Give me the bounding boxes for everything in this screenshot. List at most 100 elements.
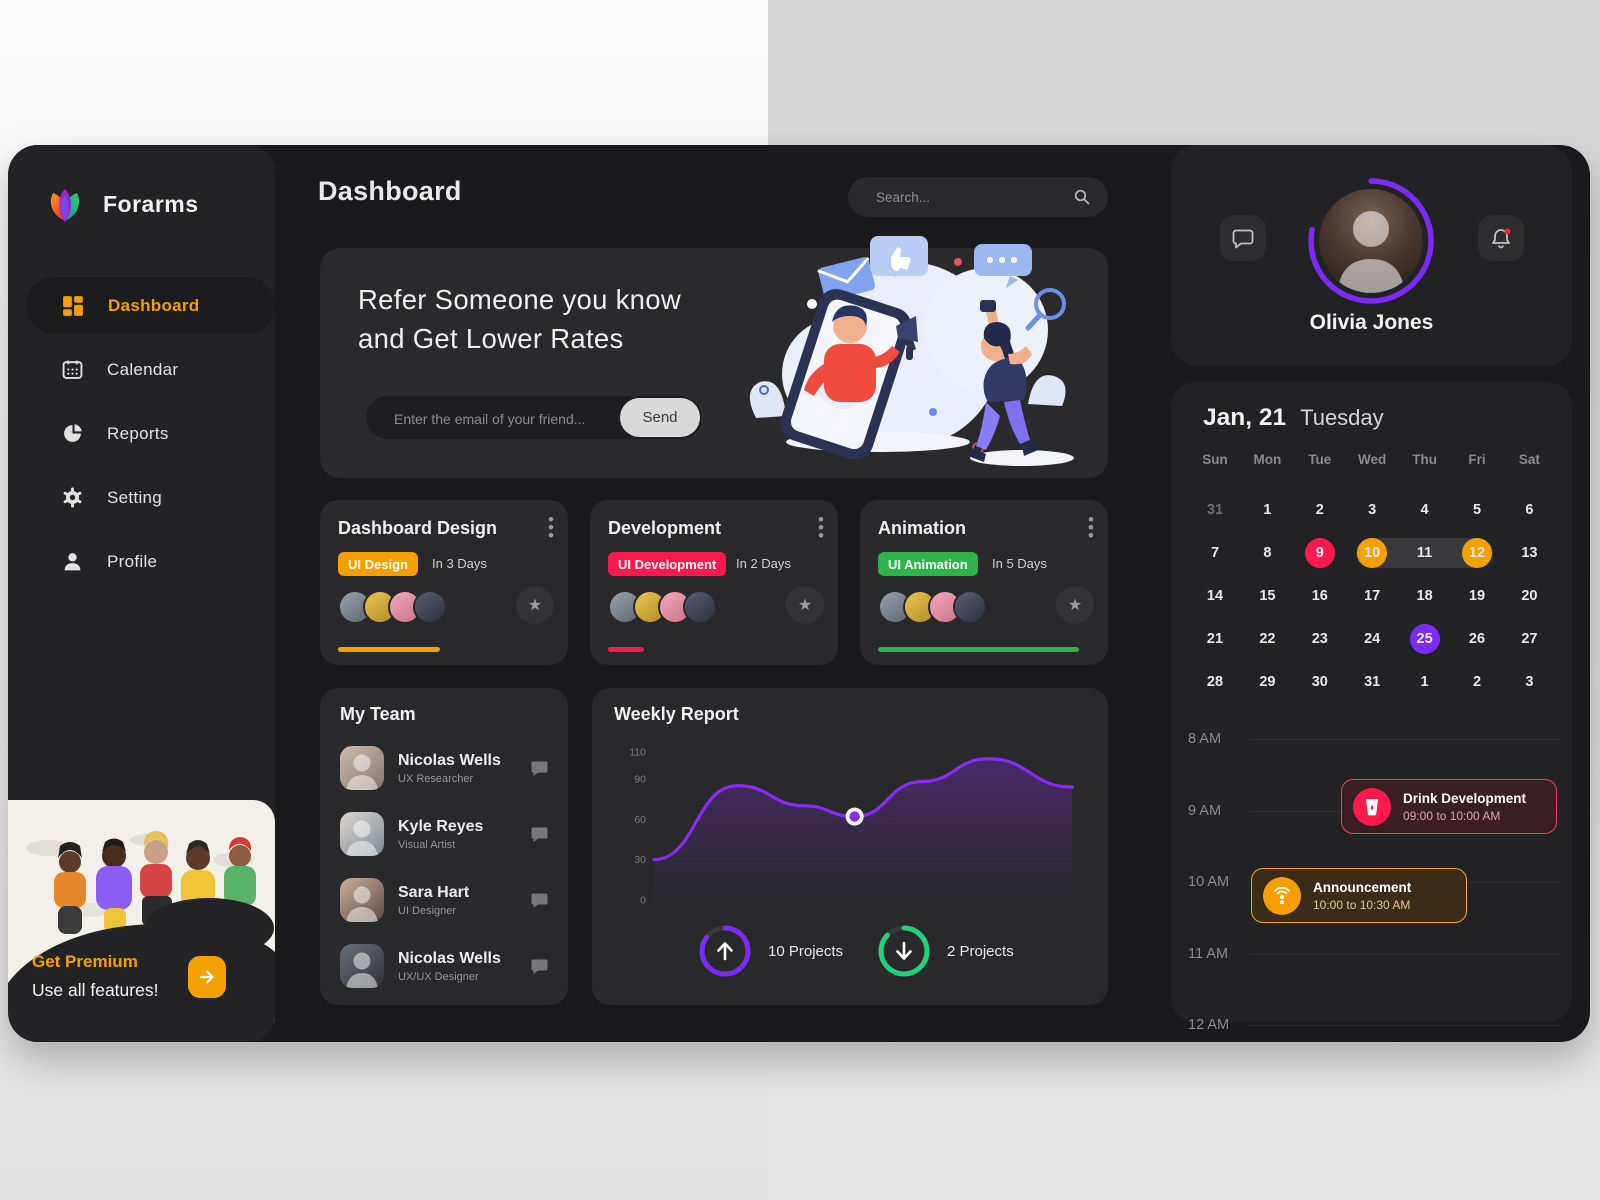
sidebar-item-dashboard[interactable]: Dashboard [26, 277, 275, 334]
calendar-day-cell[interactable]: 20 [1521, 588, 1538, 604]
calendar-day-cell[interactable]: 5 [1472, 502, 1482, 518]
referral-illustration [749, 236, 1074, 466]
project-card-dashboard-design[interactable]: Dashboard Design • • • UI Design In 3 Days… [320, 500, 568, 665]
svg-text:110: 110 [629, 747, 646, 759]
star-icon[interactable]: ★ [1056, 586, 1094, 624]
member-avatar [340, 944, 384, 988]
message-icon[interactable] [531, 760, 548, 777]
calendar-day-cell[interactable]: 31 [1206, 502, 1224, 518]
calendar-day-cell[interactable]: 3 [1368, 502, 1377, 518]
avatar-stack [338, 590, 447, 624]
project-title: Development [608, 518, 722, 538]
premium-title: Get Premium [32, 952, 138, 971]
calendar-day-cell[interactable]: 2 [1315, 502, 1324, 518]
calendar-day-cell[interactable]: 8 [1263, 545, 1272, 561]
event-time: 10:00 to 10:30 AM [1313, 898, 1411, 912]
calendar-day-cell[interactable]: 15 [1259, 588, 1276, 604]
calendar-day-cell[interactable]: 22 [1259, 631, 1276, 647]
member-role: UX/UX Designer [398, 971, 479, 983]
calendar-highlight [1304, 538, 1335, 568]
email-field[interactable] [392, 396, 616, 441]
calendar-day-cell[interactable]: 23 [1311, 631, 1328, 647]
forarms-logo-icon [50, 189, 80, 222]
dashboard-grid-icon [63, 295, 83, 316]
message-icon[interactable] [531, 826, 548, 843]
calendar-day-cell[interactable]: 1 [1263, 502, 1272, 518]
kebab-menu-icon[interactable]: • • • [818, 510, 824, 545]
calendar-weekday-label: Tuesday [1300, 405, 1384, 430]
project-tag-badge: UI Animation [878, 552, 978, 576]
star-icon[interactable]: ★ [786, 586, 824, 624]
sidebar-item-reports[interactable]: Reports [26, 405, 275, 462]
calendar-day-cell[interactable]: 9 [1315, 545, 1324, 561]
project-card-development[interactable]: Development • • • UI Development In 2 Days… [590, 500, 838, 665]
pie-chart-icon [64, 424, 82, 442]
team-member-row[interactable]: Nicolas Wells UX Researcher [340, 742, 548, 794]
svg-text:30: 30 [634, 854, 646, 866]
calendar-day-cell[interactable]: 29 [1259, 674, 1276, 690]
project-title: Animation [878, 518, 966, 538]
team-member-row[interactable]: Sara Hart UI Designer [340, 874, 548, 926]
project-due-label: In 5 Days [992, 556, 1047, 571]
person-icon [64, 553, 81, 571]
calendar-day-cell[interactable]: 13 [1521, 545, 1538, 561]
calendar-day-cell[interactable]: 2 [1472, 674, 1482, 690]
sidebar: Forarms Dashboard Calendar Reports [8, 145, 275, 1042]
calendar-day-cell[interactable]: 19 [1468, 588, 1486, 604]
search-input[interactable] [874, 188, 1058, 206]
messages-button[interactable] [1220, 215, 1266, 261]
sidebar-item-setting[interactable]: Setting [26, 469, 275, 526]
project-card-animation[interactable]: Animation • • • UI Animation In 5 Days ★ [860, 500, 1108, 665]
calendar-day-cell[interactable]: 17 [1364, 588, 1381, 604]
kebab-menu-icon[interactable]: • • • [548, 510, 554, 545]
calendar-day-cell[interactable]: 11 [1416, 545, 1433, 561]
svg-text:90: 90 [634, 773, 646, 785]
message-icon[interactable] [531, 958, 548, 975]
bell-icon [1492, 228, 1511, 249]
calendar-day-cell[interactable]: 25 [1416, 631, 1433, 647]
calendar-day-cell[interactable]: 24 [1364, 631, 1381, 647]
calendar-day-cell[interactable]: 31 [1364, 674, 1381, 690]
gear-icon [63, 487, 82, 508]
calendar-day-cell[interactable]: 4 [1420, 502, 1429, 518]
star-icon[interactable]: ★ [516, 586, 554, 624]
notifications-button[interactable] [1478, 215, 1524, 261]
team-member-row[interactable]: Nicolas Wells UX/UX Designer [340, 940, 548, 992]
calendar-dow-label: Tue [1308, 452, 1332, 467]
search-bar[interactable] [848, 177, 1108, 217]
calendar-day-cell[interactable]: 16 [1311, 588, 1328, 604]
calendar-day-cell[interactable]: 3 [1525, 674, 1534, 690]
my-team-card: My Team Nicolas Wells UX Researcher Kyle… [320, 688, 568, 1005]
member-avatar [340, 878, 384, 922]
calendar-event-drink-development[interactable]: Drink Development 09:00 to 10:00 AM [1341, 779, 1557, 834]
time-label: 12 AM [1188, 1017, 1230, 1033]
calendar-day-cell[interactable]: 10 [1364, 545, 1381, 561]
calendar-event-announcement[interactable]: Announcement 10:00 to 10:30 AM [1251, 868, 1467, 923]
sidebar-item-label: Profile [107, 551, 158, 571]
calendar-day-cell[interactable]: 7 [1210, 545, 1220, 561]
calendar-day-cell[interactable]: 27 [1521, 631, 1538, 647]
progress-bar [338, 647, 440, 652]
calendar-day-cell[interactable]: 26 [1468, 631, 1486, 647]
premium-arrow-button[interactable] [188, 956, 226, 998]
event-title: Drink Development [1403, 791, 1527, 806]
calendar-day-cell[interactable]: 1 [1420, 674, 1429, 690]
calendar-day-cell[interactable]: 28 [1206, 674, 1224, 690]
calendar-day-cell[interactable]: 14 [1206, 588, 1224, 604]
avatar[interactable] [1319, 189, 1423, 293]
message-icon[interactable] [531, 892, 548, 909]
calendar-day-cell[interactable]: 30 [1311, 674, 1328, 690]
calendar-day-cell[interactable]: 12 [1468, 545, 1486, 561]
member-avatar [340, 812, 384, 856]
event-title: Announcement [1313, 880, 1412, 895]
team-member-row[interactable]: Kyle Reyes Visual Artist [340, 808, 548, 860]
sidebar-item-calendar[interactable]: Calendar [26, 341, 275, 398]
calendar-dow-label: Fri [1468, 452, 1486, 467]
calendar-day-cell[interactable]: 18 [1416, 588, 1433, 604]
sidebar-item-profile[interactable]: Profile [26, 533, 275, 590]
calendar-day-cell[interactable]: 6 [1525, 502, 1534, 518]
calendar-day-cell[interactable]: 21 [1206, 631, 1224, 647]
kebab-menu-icon[interactable]: • • • [1088, 510, 1094, 545]
search-icon[interactable] [1074, 189, 1090, 205]
send-button[interactable]: Send [620, 398, 700, 437]
